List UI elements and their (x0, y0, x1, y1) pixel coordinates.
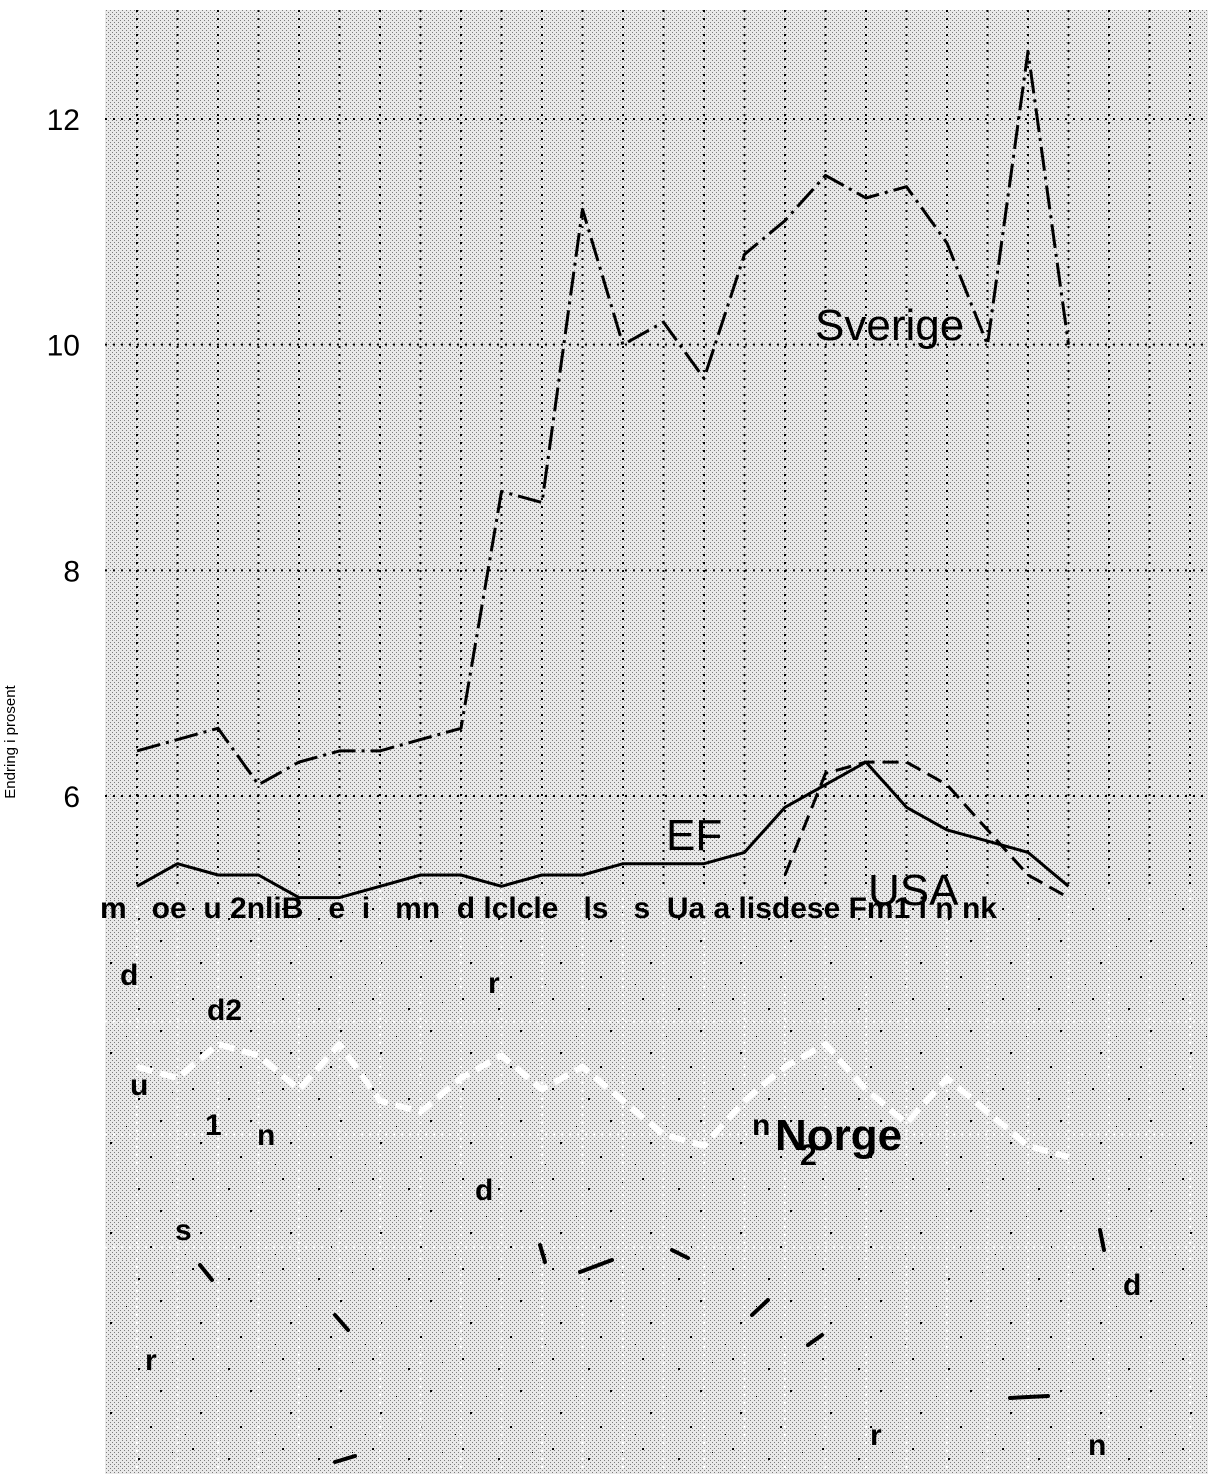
artifact-glyph: n (257, 1119, 275, 1152)
y-axis-label: Endring i prosent (2, 684, 19, 798)
artifact-glyph: r (145, 1344, 157, 1377)
noise-mark (198, 1263, 214, 1282)
noise-mark (670, 1248, 690, 1260)
plot-background-upper (105, 10, 1208, 890)
y-tick-labels: 6 8 10 12 (47, 104, 80, 814)
scan-noise-marks (198, 1228, 1106, 1464)
series-line-ef (136, 760, 1070, 900)
plot-background-lower (105, 890, 1208, 1474)
artifact-glyph: d (475, 1174, 493, 1207)
y-tick-label: 12 (47, 104, 80, 137)
series-label-norge: Norge (775, 1111, 902, 1160)
artifact-glyph: d (120, 959, 138, 992)
grid-lines (105, 10, 1208, 1474)
artifact-glyph: r (870, 1419, 882, 1452)
noise-mark (806, 1333, 824, 1347)
series-line-norge (136, 1041, 1070, 1160)
series-layer (136, 49, 1070, 1160)
series-line-sverige (136, 49, 1070, 787)
noise-mark (578, 1258, 614, 1274)
artifact-glyph: u (130, 1069, 148, 1102)
y-tick-label: 8 (63, 555, 80, 588)
artifact-glyph: s (175, 1214, 192, 1247)
noise-mark (1098, 1228, 1106, 1252)
x-axis-label-row: m oe u 2nliB e i mn d lclcle ls s Ua a l… (100, 892, 997, 925)
noise-mark (333, 1454, 357, 1464)
y-tick-label: 10 (47, 330, 80, 363)
artifact-glyph: 2 (800, 1139, 817, 1172)
y-tick-label: 6 (63, 781, 80, 814)
noise-mark (538, 1243, 547, 1264)
artifact-glyph: 1 (205, 1109, 222, 1142)
series-label-usa: USA (868, 866, 959, 915)
series-label-sverige: Sverige (815, 301, 964, 350)
artifact-glyph: n (752, 1109, 770, 1142)
artifact-glyph: n (1088, 1429, 1106, 1462)
series-line-usa (783, 760, 1070, 899)
artifact-glyph: d2 (207, 994, 242, 1027)
noise-mark (1008, 1394, 1050, 1400)
noise-mark (333, 1313, 350, 1332)
noise-mark (750, 1298, 770, 1317)
artifact-glyph: d (1123, 1269, 1141, 1302)
artifact-glyph: r (488, 967, 500, 1000)
series-label-ef: EF (666, 811, 722, 860)
